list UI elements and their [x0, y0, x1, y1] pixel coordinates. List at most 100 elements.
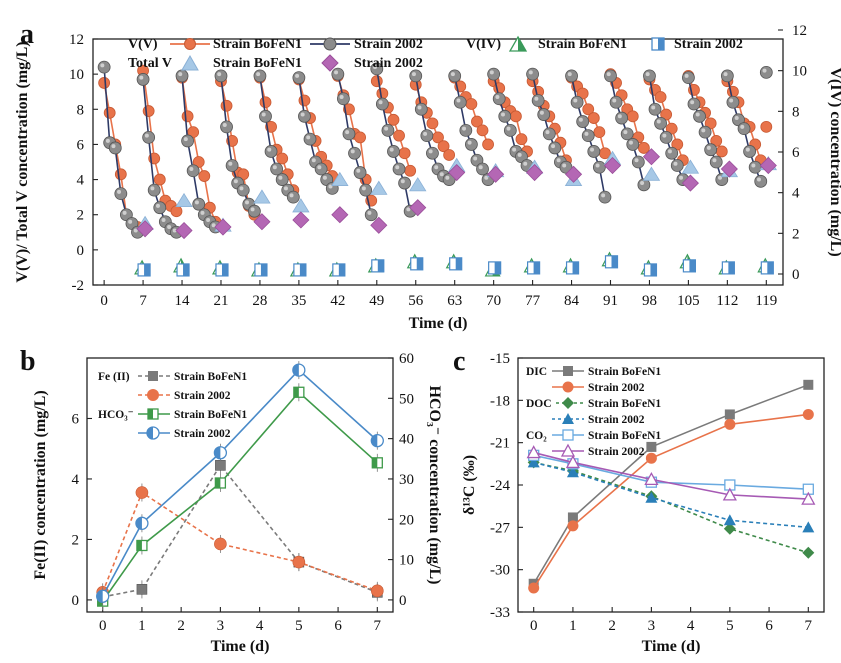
vv-2002-point	[709, 155, 723, 169]
viv-2002-point	[371, 259, 385, 273]
dic-2002-point	[528, 582, 540, 594]
totalv-2002-point	[331, 206, 349, 224]
vv-2002-point	[359, 183, 373, 197]
vv-2002-point	[275, 173, 289, 186]
viv-2002-point	[721, 261, 735, 275]
dic-2002-point	[802, 408, 814, 420]
legend-a-totalv-bofen-text: Strain BoFeN1	[213, 56, 302, 71]
vv-bofen-point	[593, 126, 606, 139]
c-ytick-label: -33	[490, 605, 510, 621]
vv-bofen-point	[587, 112, 600, 124]
vv-2002-point	[175, 69, 189, 83]
vv-2002-point	[181, 134, 194, 148]
viv-2002-point	[488, 261, 502, 275]
vv-2002-point	[292, 71, 306, 85]
b-y2tick-label: 50	[399, 391, 414, 407]
dic-bofen-line	[533, 384, 809, 585]
vv-bofen-point	[654, 91, 667, 103]
vv-bofen-line	[103, 82, 138, 228]
panel-a-y-axis: -2 0 2 4 6 8 10 12	[69, 32, 98, 294]
b-xtick-label: 1	[138, 618, 146, 634]
vv-2002-point	[748, 160, 762, 174]
a-y2tick-label: 0	[792, 267, 800, 283]
b-ytick-label: 4	[72, 472, 80, 488]
totalv-2002-point	[370, 216, 388, 234]
vv-bofen-point	[181, 110, 194, 123]
b-xtick-label: 0	[99, 618, 107, 634]
panel-b-ylabel: Fe(II) concentration (mg/L)	[32, 390, 49, 579]
vv-bofen-point	[476, 124, 489, 137]
a-xtick-label: 112	[716, 293, 738, 309]
vv-bofen-point	[398, 147, 411, 160]
co2-2002-point	[644, 471, 659, 486]
panel-label-b: b	[20, 346, 36, 377]
panel-label-c: c	[453, 346, 465, 377]
vv-2002-point	[247, 204, 261, 218]
vv-2002-point	[153, 201, 167, 215]
b-ytick-label: 0	[72, 593, 80, 609]
b-y2tick-label: 40	[399, 432, 414, 448]
vv-2002-point	[631, 155, 645, 169]
vv-2002-point	[498, 109, 512, 123]
viv-2002-point	[293, 263, 307, 277]
hco-2002-point	[96, 589, 110, 603]
viv-2002-point	[137, 263, 151, 277]
a-xtick-label: 119	[755, 293, 777, 309]
vv-bofen-point	[354, 131, 366, 144]
panel-b-y-axis: 0 2 4 6	[72, 411, 92, 609]
a-xtick-label: 84	[564, 293, 580, 309]
legend-a-vv-2002-text: Strain 2002	[354, 37, 423, 52]
vv-2002-point	[559, 160, 573, 174]
vv-bofen-point	[704, 117, 717, 130]
hco-2002-point	[135, 516, 149, 530]
vv-2002-point	[604, 69, 617, 83]
panel-b-legend: Fe (II) Strain BoFeN1 Strain 2002 HCO₃⁻ …	[98, 371, 247, 440]
b-xtick-label: 4	[256, 618, 264, 634]
vv-bofen-point	[170, 205, 183, 218]
b-xtick-label: 3	[217, 618, 225, 634]
vv-bofen-point	[760, 120, 773, 133]
legend-c-doc-2002-marker	[562, 413, 574, 424]
vv-bofen-point	[471, 115, 483, 128]
panel-c-x-axis: 0 1 2 3 4 5 6 7	[530, 607, 813, 634]
vv-2002-point	[370, 62, 384, 76]
panel-c-y-axis: -33 -30 -27 -24 -21 -18 -15	[490, 351, 523, 621]
a-xtick-label: 98	[642, 293, 657, 309]
doc-bofen-point	[723, 522, 736, 535]
vv-2002-point	[459, 123, 473, 137]
vv-2002-point	[587, 145, 601, 158]
totalv-2002-point	[759, 156, 777, 175]
a-y2tick-label: 8	[792, 104, 800, 120]
viv-2002-point	[643, 263, 658, 277]
vv-2002-point	[743, 145, 757, 158]
legend-c-doc-bofen-marker	[562, 397, 574, 409]
dic-2002-point	[567, 520, 579, 532]
panel-a-y2-axis: 0 2 4 6 8 10 12	[778, 23, 807, 283]
vv-2002-point	[581, 129, 595, 143]
a-y2tick-label: 10	[792, 64, 807, 80]
a-ytick-label: 4	[77, 173, 85, 189]
vv-2002-point	[214, 69, 228, 83]
legend-a-totalv-label: Total V	[128, 56, 172, 71]
a-xtick-label: 105	[677, 293, 700, 309]
a-y2tick-label: 6	[792, 145, 800, 161]
vv-2002-point	[270, 162, 284, 176]
doc-2002-point	[723, 514, 736, 526]
b-xtick-label: 2	[177, 618, 185, 634]
panel-a-ylabel: V(V)/ Total V concentration (mg/L)	[14, 41, 31, 282]
vv-bofen-point	[376, 87, 389, 100]
hco-2002-point	[292, 363, 306, 377]
vv-bofen-point	[465, 98, 478, 110]
dic-2002-point	[724, 418, 736, 430]
vv-2002-point	[626, 138, 640, 151]
vv-2002-point	[654, 116, 667, 130]
vv-bofen-point	[103, 106, 116, 119]
vv-bofen-point	[370, 75, 383, 88]
vv-bofen-point	[660, 108, 673, 121]
vv-2002-point	[643, 69, 656, 83]
viv-2002-point	[682, 259, 697, 273]
panel-a-plot-area	[97, 60, 778, 277]
legend-c-doc-bofen-text: Strain BoFeN1	[588, 398, 661, 410]
viv-2002-point	[604, 255, 619, 269]
vv-2002-point	[298, 109, 311, 123]
